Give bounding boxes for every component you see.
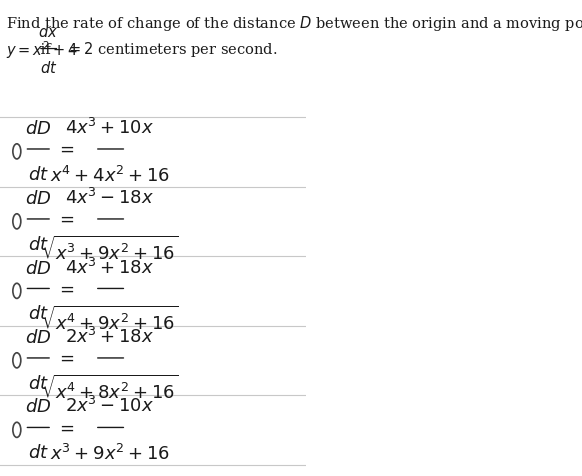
Text: $dD$: $dD$ (25, 329, 51, 347)
Text: if: if (36, 43, 55, 57)
Text: $y = x^2 + 4$: $y = x^2 + 4$ (5, 39, 77, 61)
Text: $=$: $=$ (56, 210, 75, 228)
Text: $= 2$ centimeters per second.: $= 2$ centimeters per second. (61, 40, 278, 60)
Text: $4x^3-18x$: $4x^3-18x$ (65, 188, 154, 208)
Text: $2x^3-10x$: $2x^3-10x$ (65, 397, 154, 416)
Text: $x^3+9x^2+16$: $x^3+9x^2+16$ (49, 444, 169, 464)
Text: $dt$: $dt$ (28, 166, 49, 184)
Text: $dD$: $dD$ (25, 190, 51, 208)
Text: $\sqrt{x^3+9x^2+16}$: $\sqrt{x^3+9x^2+16}$ (41, 236, 178, 264)
Text: $dD$: $dD$ (25, 120, 51, 138)
Text: $dt$: $dt$ (28, 444, 49, 462)
Text: $4x^3+10x$: $4x^3+10x$ (65, 118, 154, 138)
Text: $dt$: $dt$ (40, 60, 57, 77)
Text: $dD$: $dD$ (25, 259, 51, 278)
Text: $2x^3+18x$: $2x^3+18x$ (65, 327, 154, 347)
Text: $dt$: $dt$ (28, 236, 49, 254)
Text: $dt$: $dt$ (28, 305, 49, 323)
Text: $4x^3+18x$: $4x^3+18x$ (65, 258, 154, 278)
Text: $=$: $=$ (56, 279, 75, 298)
Text: $dD$: $dD$ (25, 398, 51, 416)
Text: $\sqrt{x^4+8x^2+16}$: $\sqrt{x^4+8x^2+16}$ (41, 375, 178, 403)
Text: $=$: $=$ (56, 140, 75, 158)
Text: $dt$: $dt$ (28, 375, 49, 393)
Text: $dx$: $dx$ (38, 23, 58, 40)
Text: Find the rate of change of the distance $D$ between the origin and a moving poin: Find the rate of change of the distance … (5, 14, 582, 33)
Text: $=$: $=$ (56, 349, 75, 367)
Text: $\sqrt{x^4+9x^2+16}$: $\sqrt{x^4+9x^2+16}$ (41, 305, 178, 334)
Text: $x^4+4x^2+16$: $x^4+4x^2+16$ (49, 166, 169, 186)
Text: $=$: $=$ (56, 418, 75, 436)
